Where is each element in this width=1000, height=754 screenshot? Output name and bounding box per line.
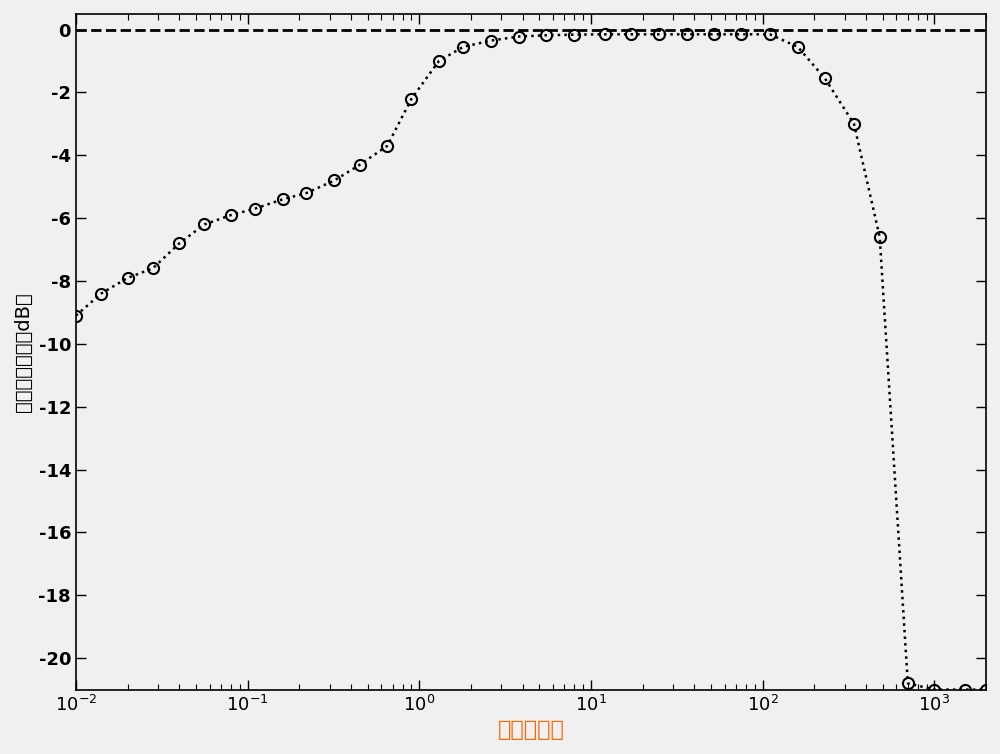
Y-axis label: 输出信干噪比（dB）: 输出信干噪比（dB） (14, 292, 33, 412)
X-axis label: 正则化参数: 正则化参数 (498, 720, 564, 740)
